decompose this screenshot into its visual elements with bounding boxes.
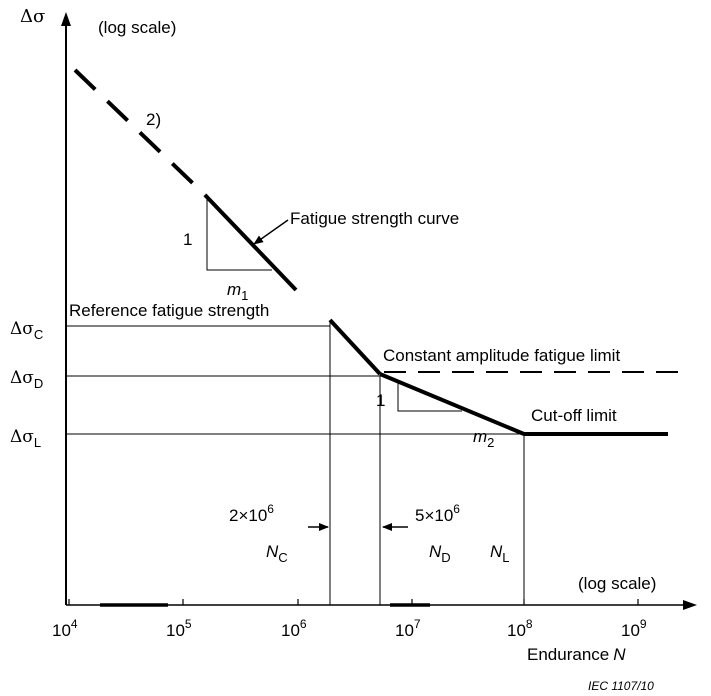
nd-value-label: 5×106 (415, 502, 460, 525)
fatigue-curve-segment (203, 193, 298, 292)
x-tick-label-5: 105 (166, 617, 192, 640)
fatigue-curve-label: Fatigue strength curve (290, 209, 459, 228)
level-c-label: ΔσC (10, 319, 43, 342)
iec-reference: IEC 1107/10 (588, 679, 654, 693)
y-axis-symbol: Δσ (20, 6, 45, 27)
nc-value-label: 2×106 (229, 502, 274, 525)
x-axis-arrow (683, 600, 697, 610)
nd-label: ND (429, 542, 451, 565)
x-tick-label-4: 104 (52, 617, 78, 640)
nl-label: NL (490, 542, 510, 565)
slope-one-label-2: 1 (376, 391, 385, 410)
fatigue-curve-arrow (253, 219, 289, 245)
note-2-label: 2) (146, 110, 161, 129)
y-axis-arrow (61, 12, 71, 26)
level-d-label: ΔσD (10, 368, 43, 391)
x-axis-scale-note: (log scale) (578, 574, 656, 593)
m1-label: m1 (227, 280, 248, 303)
curve-c-to-d (328, 318, 382, 376)
curve-dashed-extension (73, 68, 207, 197)
y-axis-scale-note: (log scale) (98, 18, 176, 37)
x-tick-label-7: 107 (395, 617, 421, 640)
x-tick-label-8: 108 (507, 617, 533, 640)
slope-one-label-1: 1 (183, 230, 192, 249)
constant-amplitude-label: Constant amplitude fatigue limit (383, 346, 620, 365)
x-tick-label-6: 106 (281, 617, 307, 640)
curve-d-to-l (379, 372, 525, 436)
m2-label: m2 (473, 427, 494, 450)
level-l-label: ΔσL (10, 427, 41, 450)
nc-label: NC (266, 542, 288, 565)
x-tick-label-9: 109 (621, 617, 647, 640)
reference-strength-label: Reference fatigue strength (69, 301, 269, 320)
x-axis-title: Endurance N (527, 645, 626, 664)
slope-triangle-m1 (206, 196, 272, 271)
slope-triangle-m2 (397, 380, 462, 412)
cutoff-label: Cut-off limit (531, 406, 617, 425)
